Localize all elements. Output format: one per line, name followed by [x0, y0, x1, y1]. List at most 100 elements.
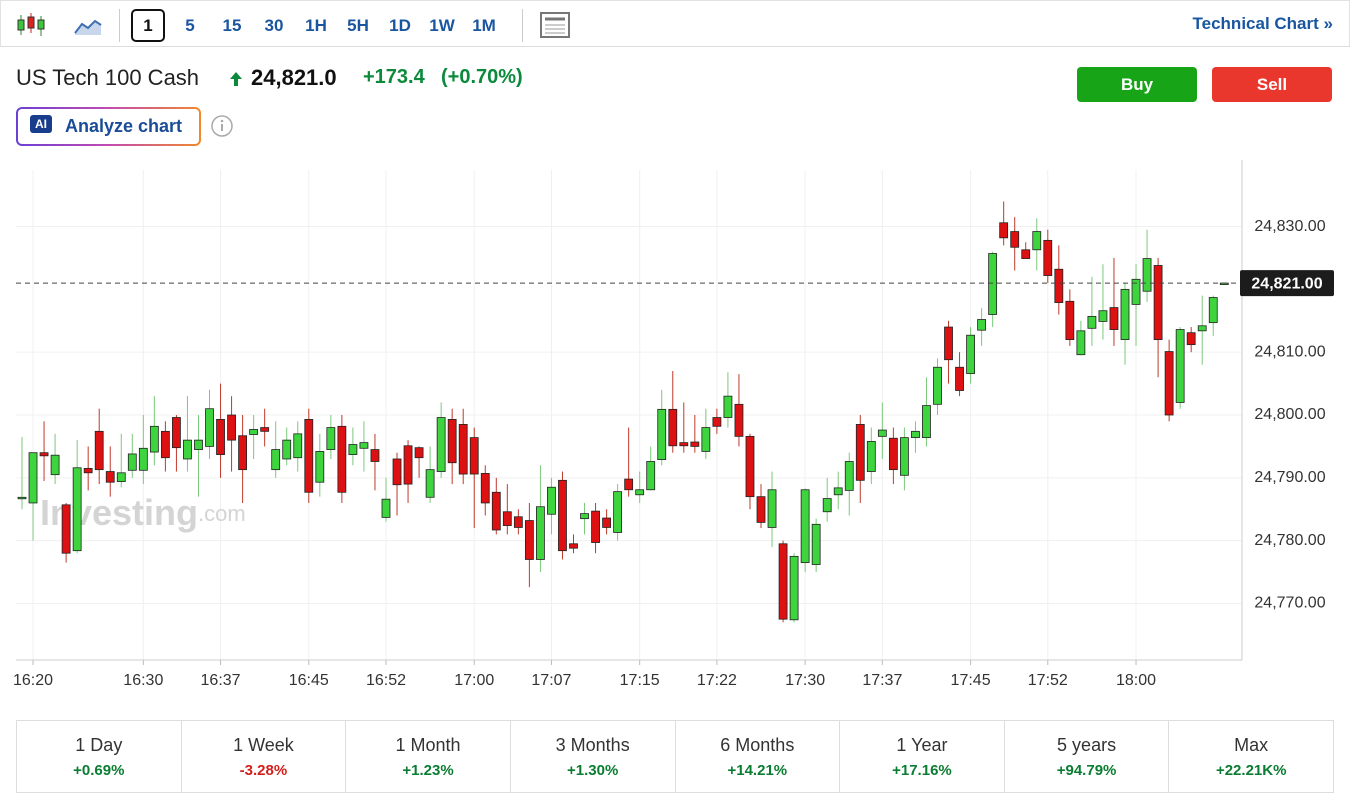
candle-body: [469, 437, 479, 475]
candle-body: [690, 441, 700, 447]
period-label: 1 Year: [896, 735, 948, 755]
candle-body: [800, 489, 810, 564]
interval-button[interactable]: 1D: [389, 16, 411, 35]
candle-body: [888, 437, 898, 471]
candle-body: [436, 417, 446, 472]
candle-body: [94, 430, 104, 471]
candle-body: [933, 366, 942, 405]
period-cell[interactable]: 1 Year +17.16%: [840, 721, 1005, 792]
x-tick-label: 17:52: [1028, 672, 1068, 689]
candle-body: [955, 366, 964, 391]
candle-body: [105, 471, 115, 483]
candle-body: [822, 498, 832, 513]
interval-button[interactable]: 1H: [305, 16, 327, 35]
y-tick-label: 24,800.00: [1254, 406, 1325, 423]
candle-body: [17, 496, 27, 500]
interval-button[interactable]: 5: [185, 16, 195, 35]
analyze-chart-inner: AI Analyze chart: [18, 109, 199, 144]
sell-button[interactable]: Sell: [1212, 67, 1332, 102]
period-change: +1.23%: [402, 762, 454, 779]
period-label: 1 Day: [75, 735, 123, 755]
period-label: 1 Month: [395, 735, 461, 755]
candle-body: [304, 418, 314, 493]
candle-body: [61, 504, 71, 554]
interval-button[interactable]: 30: [264, 16, 284, 35]
period-change: -3.28%: [239, 762, 288, 779]
candle-body: [1120, 288, 1130, 341]
candle-body: [668, 408, 678, 447]
candle-body: [116, 472, 126, 482]
candle-body: [1208, 297, 1218, 324]
interval-button[interactable]: 1: [131, 9, 165, 42]
candle-body: [988, 253, 998, 315]
performance-table: 1 Day +0.69% 1 Week -3.28% 1 Month +1.23% 3 Mo…: [16, 720, 1334, 793]
candle-body: [326, 427, 336, 450]
candle-body: [866, 440, 876, 472]
candle-body: [833, 487, 843, 496]
candle-body: [591, 510, 600, 543]
period-cell[interactable]: 1 Day +0.69%: [17, 721, 182, 792]
interval-button[interactable]: 5H: [347, 16, 369, 35]
candle-body: [1175, 329, 1185, 403]
period-label: Max: [1234, 735, 1269, 755]
y-tick-label: 24,780.00: [1254, 532, 1325, 549]
candle-body: [447, 418, 457, 464]
last-price-box: [1240, 270, 1334, 297]
technical-chart-link[interactable]: Technical Chart »: [1193, 14, 1333, 34]
period-cell[interactable]: 3 Months +1.30%: [511, 721, 676, 792]
candle-body: [855, 424, 865, 481]
candle-body: [977, 319, 987, 331]
candle-body: [138, 447, 148, 471]
period-cell[interactable]: 1 Month +1.23%: [346, 721, 511, 792]
period-cell[interactable]: 1 Week -3.28%: [182, 721, 347, 792]
candle-body: [414, 447, 424, 459]
candle-body: [205, 408, 214, 447]
candle-body: [381, 498, 391, 518]
candle-body: [679, 442, 689, 447]
price-change: +173.4: [363, 66, 425, 88]
candle-body: [194, 439, 203, 450]
candle-body: [811, 523, 821, 565]
separator: [522, 9, 523, 42]
candle-body: [1197, 325, 1207, 332]
candle-body: [502, 511, 512, 526]
buy-button[interactable]: Buy: [1077, 67, 1197, 102]
period-change: +22.21K%: [1215, 762, 1287, 779]
candle-icon[interactable]: [15, 11, 47, 39]
candle-body: [1054, 268, 1064, 303]
candle-body: [491, 491, 501, 531]
interval-button[interactable]: 15: [222, 16, 242, 35]
candle-body: [227, 414, 236, 441]
candle-body: [900, 437, 909, 476]
candle-body: [1010, 231, 1020, 248]
period-cell[interactable]: 6 Months +14.21%: [676, 721, 841, 792]
candle-body: [1164, 351, 1174, 416]
candle-body: [337, 425, 347, 493]
x-tick-label: 17:45: [951, 672, 991, 689]
interval-button[interactable]: 1W: [429, 16, 455, 35]
chevron-icon: »: [1323, 14, 1333, 33]
candle-body: [723, 395, 733, 418]
layout-icon[interactable]: [539, 11, 571, 39]
x-tick-label: 17:30: [785, 672, 825, 689]
candle-body: [712, 417, 722, 427]
candle-body: [778, 543, 788, 620]
candle-body: [315, 451, 325, 483]
candle-body: [83, 467, 93, 474]
axes: 24,770.00 24,780.00 24,790.00 24,800.00 24,8…: [13, 160, 1334, 689]
y-tick-label: 24,830.00: [1254, 218, 1325, 235]
candle-body: [877, 429, 887, 437]
period-cell[interactable]: 5 years +94.79%: [1005, 721, 1170, 792]
candle-body: [260, 427, 270, 432]
period-cell[interactable]: Max +22.21K%: [1169, 721, 1333, 792]
toolbar: 1 5 15 30 1H 5H 1D 1W 1M Technical Chart »: [0, 0, 1350, 47]
analyze-chart-button[interactable]: AI Analyze chart: [16, 107, 201, 146]
analyze-chart-label: Analyze chart: [65, 116, 183, 136]
area-icon[interactable]: [73, 13, 103, 37]
x-tick-label: 16:20: [13, 672, 53, 689]
candle-body: [734, 403, 744, 437]
period-label: 5 years: [1057, 735, 1117, 755]
info-icon[interactable]: [210, 114, 234, 138]
interval-button[interactable]: 1M: [472, 16, 496, 35]
